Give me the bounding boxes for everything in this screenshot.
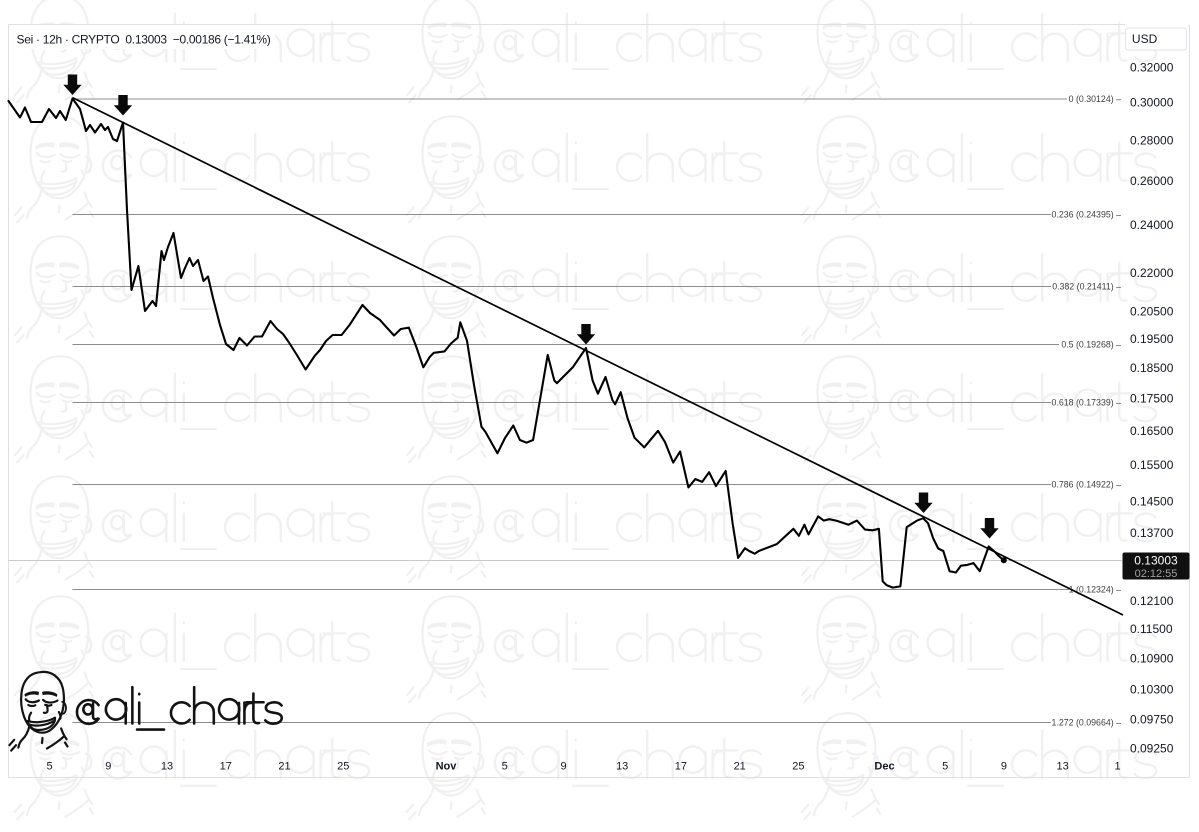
svg-text:0.09250: 0.09250 <box>1130 741 1174 755</box>
svg-text:0.18500: 0.18500 <box>1130 361 1174 375</box>
svg-text:0.382 (0.21411) –: 0.382 (0.21411) – <box>1052 282 1121 292</box>
svg-text:0.236 (0.24395) –: 0.236 (0.24395) – <box>1052 210 1122 220</box>
svg-text:0.20500: 0.20500 <box>1130 305 1174 319</box>
svg-text:0.786 (0.14922) –: 0.786 (0.14922) – <box>1052 480 1122 490</box>
svg-text:0.24000: 0.24000 <box>1130 218 1174 232</box>
svg-text:0.09750: 0.09750 <box>1130 713 1174 727</box>
svg-text:9: 9 <box>1001 761 1007 773</box>
svg-text:0.618 (0.17339) –: 0.618 (0.17339) – <box>1052 398 1122 408</box>
svg-text:13: 13 <box>161 761 173 773</box>
svg-text:21: 21 <box>734 761 746 773</box>
svg-text:17: 17 <box>220 761 232 773</box>
svg-text:0.13003: 0.13003 <box>1134 554 1178 568</box>
svg-text:02:12:55: 02:12:55 <box>1135 568 1178 580</box>
svg-text:5: 5 <box>502 761 508 773</box>
svg-text:0.14500: 0.14500 <box>1130 495 1174 509</box>
svg-text:25: 25 <box>792 761 804 773</box>
svg-text:Dec: Dec <box>874 761 894 773</box>
svg-text:0.15500: 0.15500 <box>1130 458 1174 472</box>
svg-text:0.5 (0.19268) –: 0.5 (0.19268) – <box>1061 340 1121 350</box>
svg-text:0.10300: 0.10300 <box>1130 682 1174 696</box>
svg-text:1.272 (0.09664) –: 1.272 (0.09664) – <box>1052 718 1122 728</box>
svg-text:5: 5 <box>46 761 52 773</box>
svg-text:0.13700: 0.13700 <box>1130 526 1174 540</box>
svg-text:13: 13 <box>616 761 628 773</box>
svg-text:13: 13 <box>1056 761 1068 773</box>
svg-text:9: 9 <box>105 761 111 773</box>
svg-text:21: 21 <box>278 761 290 773</box>
svg-text:1: 1 <box>1114 761 1120 773</box>
svg-text:17: 17 <box>675 761 687 773</box>
svg-text:0.17500: 0.17500 <box>1130 392 1174 406</box>
svg-text:0.19500: 0.19500 <box>1130 332 1174 346</box>
svg-text:0.22000: 0.22000 <box>1130 266 1174 280</box>
svg-text:25: 25 <box>337 761 349 773</box>
svg-text:9: 9 <box>560 761 566 773</box>
svg-text:Nov: Nov <box>436 761 458 773</box>
svg-text:0.30000: 0.30000 <box>1130 96 1174 110</box>
svg-text:Sei · 12h · CRYPTO 0.13003 −: Sei · 12h · CRYPTO 0.13003 −0.00186 (−1.… <box>17 32 271 46</box>
svg-text:0.10900: 0.10900 <box>1130 651 1174 665</box>
svg-text:0.32000: 0.32000 <box>1130 60 1174 74</box>
svg-text:5: 5 <box>942 761 948 773</box>
svg-text:0.11500: 0.11500 <box>1130 622 1173 636</box>
svg-text:0.12100: 0.12100 <box>1130 594 1174 608</box>
svg-text:0 (0.30124) –: 0 (0.30124) – <box>1069 94 1121 104</box>
svg-text:USD: USD <box>1132 32 1158 46</box>
svg-text:1 (0.12324) –: 1 (0.12324) – <box>1069 585 1121 595</box>
svg-text:0.26000: 0.26000 <box>1130 174 1174 188</box>
svg-text:0.16500: 0.16500 <box>1130 424 1174 438</box>
svg-text:0.28000: 0.28000 <box>1130 134 1174 148</box>
